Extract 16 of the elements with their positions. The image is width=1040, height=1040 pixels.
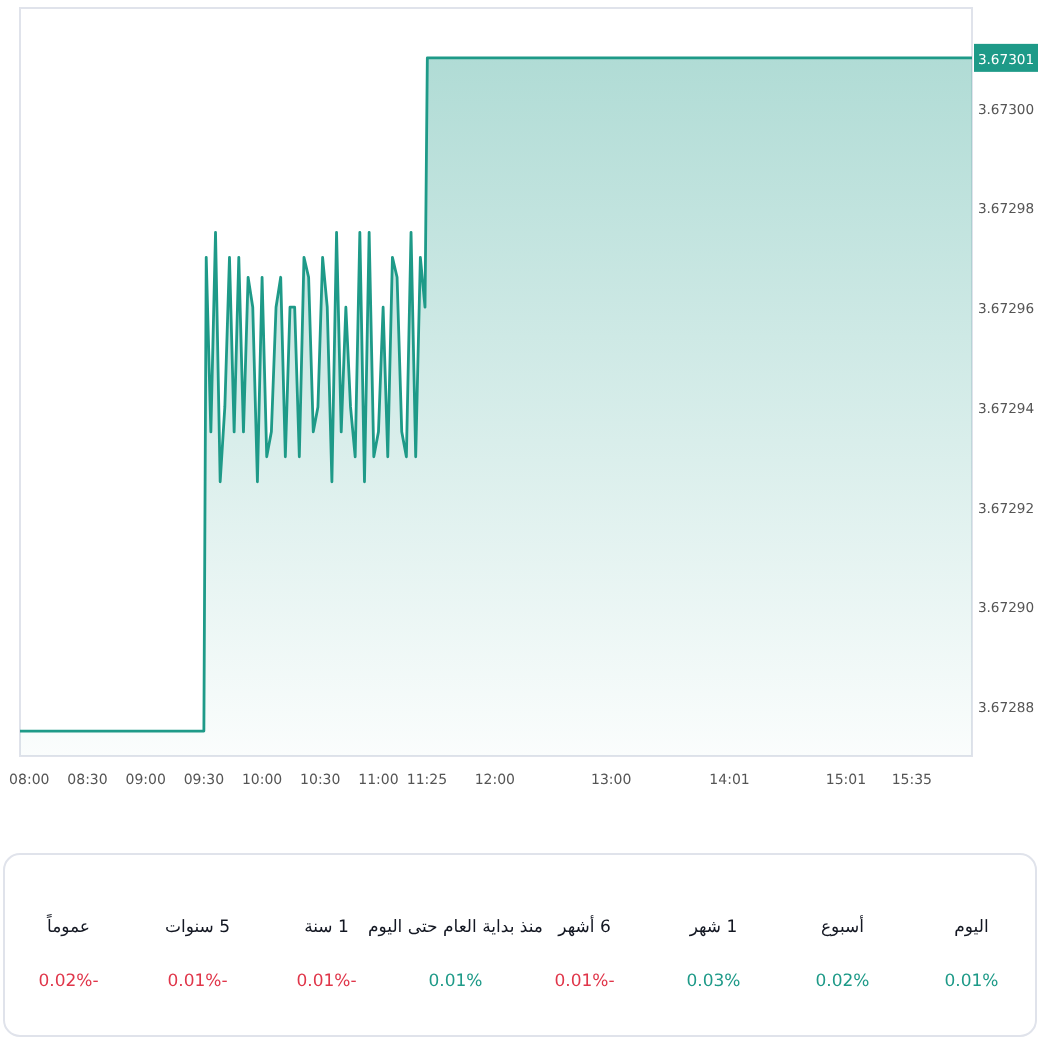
category-label: أسبوع bbox=[820, 914, 865, 938]
category-label: عموماً bbox=[45, 912, 91, 938]
category-label: اليوم bbox=[954, 918, 989, 938]
text: 0.02% bbox=[815, 972, 870, 992]
text: -0.02% bbox=[38, 972, 99, 992]
category-label: 5 سنوات bbox=[164, 918, 231, 938]
text: 0.03% bbox=[686, 972, 741, 992]
text: 0.01% bbox=[428, 972, 483, 992]
text: -0.01% bbox=[296, 972, 357, 992]
category-label: منذ بداية العام حتى اليوم bbox=[368, 918, 543, 938]
text: -0.01% bbox=[554, 972, 615, 992]
text: -0.01% bbox=[167, 972, 228, 992]
text: 0.01% bbox=[944, 972, 999, 992]
category-label: 1 سنة bbox=[304, 918, 349, 938]
category-label: 1 شهر bbox=[687, 918, 738, 938]
category-label: 6 أشهر bbox=[556, 914, 611, 938]
